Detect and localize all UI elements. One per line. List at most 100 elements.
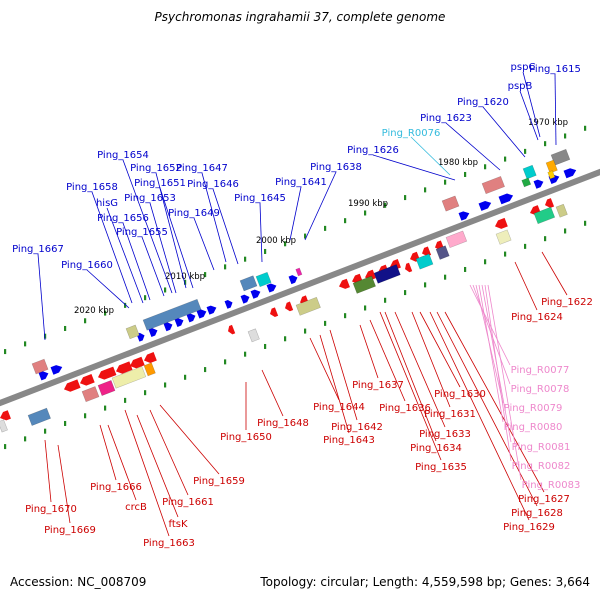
scale-tick [204, 367, 207, 373]
reverse-gene-block [97, 380, 116, 396]
reverse-gene-block [415, 253, 434, 270]
reverse-gene-arrow [64, 379, 81, 392]
reverse-gene-label: Ping_1666 [90, 482, 142, 493]
reverse-label-leader [309, 337, 340, 401]
forward-gene-block [550, 148, 571, 166]
gene-arrow-forward [50, 365, 63, 375]
scale-tick [284, 336, 287, 342]
forward-gene-label: Ping_1660 [61, 260, 113, 271]
scale-tick [544, 236, 547, 242]
reverse-gene-block [352, 275, 376, 294]
forward-label-leader [91, 191, 133, 304]
reverse-gene-block [373, 264, 401, 284]
forward-label-leader [554, 73, 557, 146]
forward-gene-label: pspC [511, 62, 536, 73]
forward-label-leader [304, 171, 337, 241]
forward-label-leader [522, 71, 541, 138]
rna-label-leader [469, 284, 511, 366]
scale-tick [4, 349, 7, 355]
forward-gene-label: Ping_1653 [124, 193, 176, 204]
forward-gene-label: Ping_1649 [168, 208, 220, 219]
scale-tick [344, 218, 347, 224]
reverse-gene-label: Ping_1624 [511, 312, 563, 323]
forward-gene-arrow [50, 365, 63, 375]
gene-arrow-reverse [80, 373, 95, 386]
gene-block [435, 245, 450, 260]
scale-tick [24, 436, 27, 442]
forward-gene-label: Ping_1654 [97, 150, 149, 161]
scale-tick [144, 295, 147, 301]
gene-block [533, 206, 556, 225]
reverse-gene-label: ftsK [168, 519, 187, 530]
scale-label-kbp: 1980 kbp [438, 158, 478, 168]
scale-tick [524, 148, 527, 154]
scale-tick [364, 210, 367, 216]
reverse-gene-arrow [228, 324, 236, 335]
forward-gene-arrow [196, 309, 207, 319]
reverse-gene-arrow [339, 278, 350, 289]
gene-accent [547, 170, 556, 180]
forward-gene-block [481, 176, 505, 195]
scale-tick [484, 259, 487, 265]
reverse-gene-arrow [422, 246, 432, 257]
forward-gene-arrow [186, 313, 196, 323]
forward-gene-arrow [458, 211, 470, 221]
scale-tick [224, 264, 227, 270]
scale-tick [224, 359, 227, 365]
forward-label-leader [372, 154, 456, 181]
forward-gene-label: Ping_1638 [310, 162, 362, 173]
forward-label-leader [259, 202, 263, 263]
gene-arrow-forward [288, 275, 298, 285]
reverse-label-leader [394, 311, 446, 428]
gene-block [415, 253, 434, 270]
gene-arrow-reverse [64, 379, 81, 392]
scale-tick [344, 313, 347, 319]
accession-text: Accession: NC_008709 [10, 575, 147, 589]
gene-arrow-forward [533, 179, 544, 189]
genome-backbone [0, 168, 600, 407]
scale-label-kbp: 2010 kbp [165, 272, 205, 282]
forward-gene-arrow [478, 200, 492, 211]
gene-arrow-reverse [405, 262, 413, 273]
reverse-label-leader [419, 311, 461, 388]
scale-label-kbp: 1990 kbp [348, 199, 388, 209]
scale-tick [504, 251, 507, 257]
gene-arrow-forward [266, 283, 277, 293]
forward-gene-block [239, 275, 258, 292]
gene-block [545, 159, 558, 174]
scale-tick [304, 328, 307, 334]
gene-arrow-forward [196, 309, 207, 319]
scale-tick [264, 343, 267, 349]
gene-block [142, 298, 202, 331]
reverse-gene-label: Ping_1631 [424, 409, 476, 420]
gene-arrow-forward [240, 294, 250, 304]
reverse-gene-arrow [405, 262, 413, 273]
gene-arrow-reverse [98, 366, 117, 380]
gene-block [295, 267, 303, 277]
forward-label-leader [86, 269, 130, 309]
reverse-label-leader [429, 311, 530, 521]
forward-gene-block [255, 271, 272, 288]
reverse-label-leader [261, 369, 284, 417]
forward-gene-arrow [224, 299, 233, 309]
gene-block [441, 195, 460, 212]
forward-gene-arrow [174, 318, 184, 327]
gene-block [0, 419, 8, 433]
forward-label-leader [482, 106, 526, 158]
reverse-gene-block [495, 229, 512, 245]
scale-tick [564, 133, 567, 139]
reverse-gene-label: Ping_1643 [323, 435, 375, 446]
reverse-gene-label: crcB [125, 502, 147, 513]
scale-label-kbp: 2000 kbp [256, 236, 296, 246]
reverse-label-leader [369, 319, 406, 402]
gene-arrow-reverse [495, 217, 508, 229]
reverse-gene-label: Ping_1644 [313, 402, 365, 413]
scale-tick [464, 266, 467, 272]
forward-gene-arrow [38, 371, 49, 381]
scale-label-kbp: 1970 kbp [528, 118, 568, 128]
reverse-gene-label: Ping_1629 [503, 522, 555, 533]
scale-tick [324, 320, 327, 326]
scale-tick [244, 256, 247, 262]
rna-gene-label: Ping_R0081 [512, 442, 571, 453]
